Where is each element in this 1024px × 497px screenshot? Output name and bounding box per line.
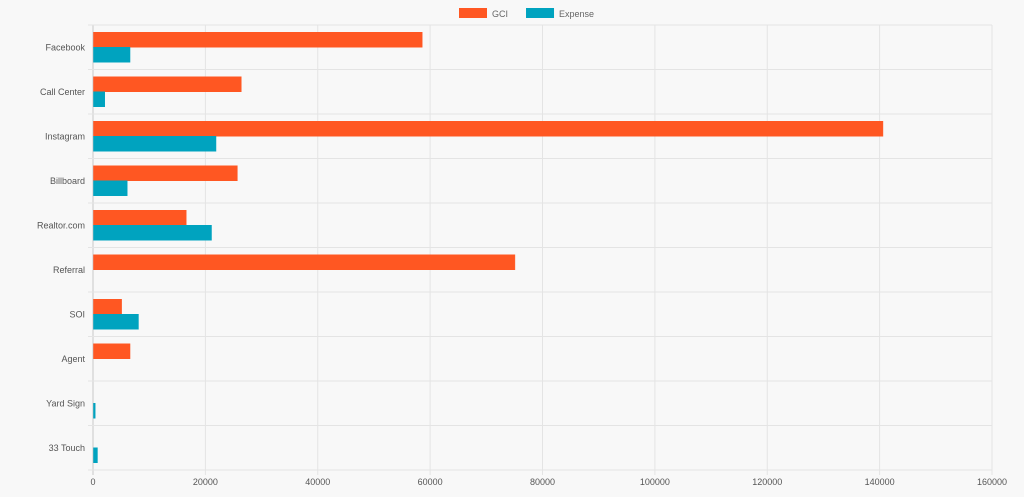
x-axis-labels: 0 20000 40000 60000 80000 100000 120000 140000 1… — [90, 477, 1007, 487]
bar-gci-instagram[interactable] — [93, 121, 884, 137]
bar-gci-soi[interactable] — [93, 299, 122, 315]
y-tick-label: Instagram — [45, 131, 85, 141]
x-tick-label: 40000 — [305, 477, 330, 487]
y-tick-label: Facebook — [45, 42, 85, 52]
y-tick-label: Referral — [53, 265, 85, 275]
y-tick-label: 33 Touch — [49, 443, 85, 453]
legend-item-gci[interactable]: GCI — [459, 8, 508, 19]
bar-gci-referral[interactable] — [93, 254, 516, 270]
bar-gci-agent[interactable] — [93, 343, 131, 359]
bar-expense-realtor-com[interactable] — [93, 225, 212, 241]
bars — [93, 32, 884, 463]
bar-expense-call-center[interactable] — [93, 91, 105, 107]
bar-expense-facebook[interactable] — [93, 47, 131, 63]
legend-swatch — [526, 8, 555, 18]
y-tick-label: Realtor.com — [37, 220, 85, 230]
bar-expense-instagram[interactable] — [93, 136, 217, 152]
x-tick-label: 160000 — [977, 477, 1007, 487]
legend-label: Expense — [559, 9, 594, 19]
grid-lines — [88, 24, 993, 475]
x-tick-label: 20000 — [193, 477, 218, 487]
x-tick-label: 0 — [90, 477, 95, 487]
y-tick-label: Call Center — [40, 87, 85, 97]
legend-item-expense[interactable]: Expense — [526, 8, 594, 19]
bar-expense-billboard[interactable] — [93, 180, 128, 196]
bar-expense-soi[interactable] — [93, 314, 139, 330]
bar-expense-yard-sign[interactable] — [93, 403, 96, 419]
x-tick-label: 100000 — [640, 477, 670, 487]
legend-swatch — [459, 8, 487, 18]
y-tick-label: SOI — [69, 309, 85, 319]
x-tick-label: 60000 — [418, 477, 443, 487]
y-tick-label: Billboard — [50, 176, 85, 186]
x-tick-label: 120000 — [752, 477, 782, 487]
legend-label: GCI — [492, 9, 508, 19]
x-tick-label: 80000 — [530, 477, 555, 487]
bar-gci-facebook[interactable] — [93, 32, 423, 48]
bar-gci-realtor-com[interactable] — [93, 210, 187, 226]
x-tick-label: 140000 — [865, 477, 895, 487]
y-tick-label: Agent — [61, 354, 85, 364]
legend: GCI Expense — [459, 8, 594, 19]
bar-gci-billboard[interactable] — [93, 165, 238, 181]
bar-expense-33-touch[interactable] — [93, 447, 98, 463]
bar-gci-call-center[interactable] — [93, 76, 242, 92]
y-axis-labels: Facebook Call Center Instagram Billboard Rea… — [37, 42, 86, 453]
y-tick-label: Yard Sign — [46, 398, 85, 408]
